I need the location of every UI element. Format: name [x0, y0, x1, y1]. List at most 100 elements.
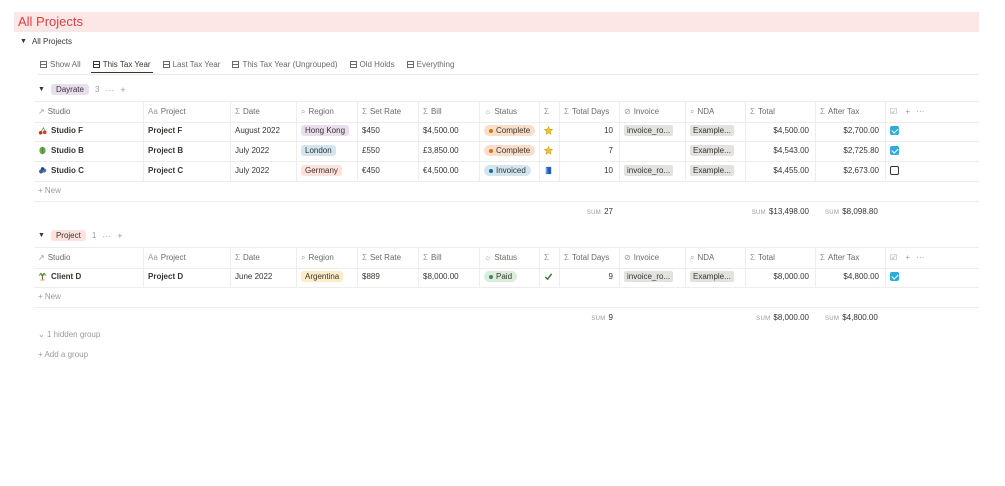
sum-after-tax[interactable]: SUM $4,800.00 [815, 308, 885, 328]
invoice-file[interactable]: invoice_ro... [624, 165, 674, 176]
checkbox-cell[interactable] [885, 267, 905, 287]
column-header-bill[interactable]: Σ Bill [418, 248, 479, 268]
invoice-file[interactable]: invoice_ro... [624, 271, 674, 282]
nda-file[interactable]: Example... [690, 145, 734, 156]
total-cell[interactable]: $4,543.00 [745, 141, 815, 161]
column-header-after-tax[interactable]: Σ After Tax [815, 102, 885, 122]
date-cell[interactable]: August 2022 [230, 121, 296, 141]
date-cell[interactable]: June 2022 [230, 267, 296, 287]
formula-cell[interactable] [539, 267, 559, 287]
group-header[interactable]: ▼ Project 1 ··· + [38, 230, 123, 241]
plus-icon[interactable]: + [120, 84, 126, 95]
column-header-after-tax[interactable]: Σ After Tax [815, 248, 885, 268]
set-rate-cell[interactable]: $889 [357, 267, 418, 287]
nda-file[interactable]: Example... [690, 125, 734, 136]
tab-this-tax-year-ungrouped[interactable]: This Tax Year (Ungrouped) [230, 56, 339, 72]
new-row-button[interactable]: + New [38, 288, 61, 306]
column-header-check[interactable]: ☑ + ··· [885, 248, 924, 268]
sum-total-days[interactable]: SUM 9 [559, 308, 619, 328]
column-header-status[interactable]: ☼ Status [479, 248, 539, 268]
set-rate-cell[interactable]: $450 [357, 121, 418, 141]
row-checkbox[interactable] [890, 166, 899, 176]
nda-cell[interactable]: Example... [685, 121, 745, 141]
row-checkbox[interactable] [890, 126, 899, 136]
status-cell[interactable]: Complete [479, 121, 539, 141]
after-tax-cell[interactable]: $2,673.00 [815, 161, 885, 181]
new-row-button[interactable]: + New [38, 182, 61, 200]
table-row[interactable]: Studio B Project B July 2022 London £550 £3,8… [34, 141, 979, 162]
formula-cell[interactable] [539, 121, 559, 141]
column-header-check[interactable]: ☑ + ··· [885, 102, 924, 122]
hidden-groups-toggle[interactable]: ⌄ 1 hidden group [38, 330, 100, 339]
column-header-sigma[interactable]: Σ [539, 102, 559, 122]
sum-total[interactable]: SUM $8,000.00 [745, 308, 815, 328]
nda-cell[interactable]: Example... [685, 141, 745, 161]
nda-cell[interactable]: Example... [685, 267, 745, 287]
region-cell[interactable]: Germany [296, 161, 357, 181]
formula-cell[interactable] [539, 141, 559, 161]
column-header-total-days[interactable]: Σ Total Days [559, 102, 619, 122]
more-options-icon[interactable]: ··· [102, 230, 112, 241]
bill-cell[interactable]: £3,850.00 [418, 141, 479, 161]
after-tax-cell[interactable]: $2,700.00 [815, 121, 885, 141]
column-header-studio[interactable]: ↗ Studio [34, 248, 143, 268]
invoice-cell[interactable]: invoice_ro... [619, 161, 685, 181]
date-cell[interactable]: July 2022 [230, 141, 296, 161]
studio-cell[interactable]: Studio C [34, 161, 143, 181]
set-rate-cell[interactable]: £550 [357, 141, 418, 161]
more-options-icon[interactable]: ··· [105, 84, 115, 95]
invoice-file[interactable]: invoice_ro... [624, 125, 674, 136]
after-tax-cell[interactable]: $2,725.80 [815, 141, 885, 161]
total-cell[interactable]: $4,500.00 [745, 121, 815, 141]
after-tax-cell[interactable]: $4,800.00 [815, 267, 885, 287]
table-row[interactable]: Client D Project D June 2022 Argentina $889 $… [34, 267, 979, 288]
invoice-cell[interactable] [619, 141, 685, 161]
more-options-icon[interactable]: ··· [914, 107, 925, 116]
column-header-total[interactable]: Σ Total [745, 248, 815, 268]
column-header-region[interactable]: ⌕ Region [296, 102, 357, 122]
date-cell[interactable]: July 2022 [230, 161, 296, 181]
total-days-cell[interactable]: 10 [559, 161, 619, 181]
group-header[interactable]: ▼ Dayrate 3 ··· + [38, 84, 126, 95]
total-days-cell[interactable]: 9 [559, 267, 619, 287]
tab-last-tax-year[interactable]: Last Tax Year [161, 56, 223, 72]
row-checkbox[interactable] [890, 272, 899, 282]
total-cell[interactable]: $4,455.00 [745, 161, 815, 181]
column-header-studio[interactable]: ↗ Studio [34, 102, 143, 122]
invoice-cell[interactable]: invoice_ro... [619, 267, 685, 287]
checkbox-cell[interactable] [885, 141, 905, 161]
caret-down-icon[interactable]: ▼ [20, 38, 27, 45]
studio-cell[interactable]: Studio F [34, 121, 143, 141]
bill-cell[interactable]: €4,500.00 [418, 161, 479, 181]
column-header-date[interactable]: Σ Date [230, 102, 296, 122]
column-header-invoice[interactable]: ⊘ Invoice [619, 102, 685, 122]
checkbox-cell[interactable] [885, 161, 905, 181]
bill-cell[interactable]: $4,500.00 [418, 121, 479, 141]
tab-old-holds[interactable]: Old Holds [348, 56, 397, 72]
row-checkbox[interactable] [890, 146, 899, 156]
nda-cell[interactable]: Example... [685, 161, 745, 181]
more-options-icon[interactable]: ··· [914, 253, 925, 262]
set-rate-cell[interactable]: €450 [357, 161, 418, 181]
nda-file[interactable]: Example... [690, 165, 734, 176]
column-header-nda[interactable]: ⌕ NDA [685, 248, 745, 268]
bill-cell[interactable]: $8,000.00 [418, 267, 479, 287]
status-cell[interactable]: Complete [479, 141, 539, 161]
column-header-total-days[interactable]: Σ Total Days [559, 248, 619, 268]
add-column-icon[interactable]: + [903, 253, 911, 262]
total-days-cell[interactable]: 10 [559, 121, 619, 141]
tab-show-all[interactable]: Show All [38, 56, 83, 72]
total-days-cell[interactable]: 7 [559, 141, 619, 161]
column-header-status[interactable]: ☼ Status [479, 102, 539, 122]
column-header-nda[interactable]: ⌕ NDA [685, 102, 745, 122]
studio-cell[interactable]: Client D [34, 267, 143, 287]
caret-down-icon[interactable]: ▼ [38, 86, 45, 93]
invoice-cell[interactable]: invoice_ro... [619, 121, 685, 141]
checkbox-cell[interactable] [885, 121, 905, 141]
project-cell[interactable]: Project C [143, 161, 230, 181]
column-header-region[interactable]: ⌕ Region [296, 248, 357, 268]
region-cell[interactable]: Argentina [296, 267, 357, 287]
add-group-button[interactable]: + Add a group [38, 350, 88, 359]
nda-file[interactable]: Example... [690, 271, 734, 282]
project-cell[interactable]: Project B [143, 141, 230, 161]
